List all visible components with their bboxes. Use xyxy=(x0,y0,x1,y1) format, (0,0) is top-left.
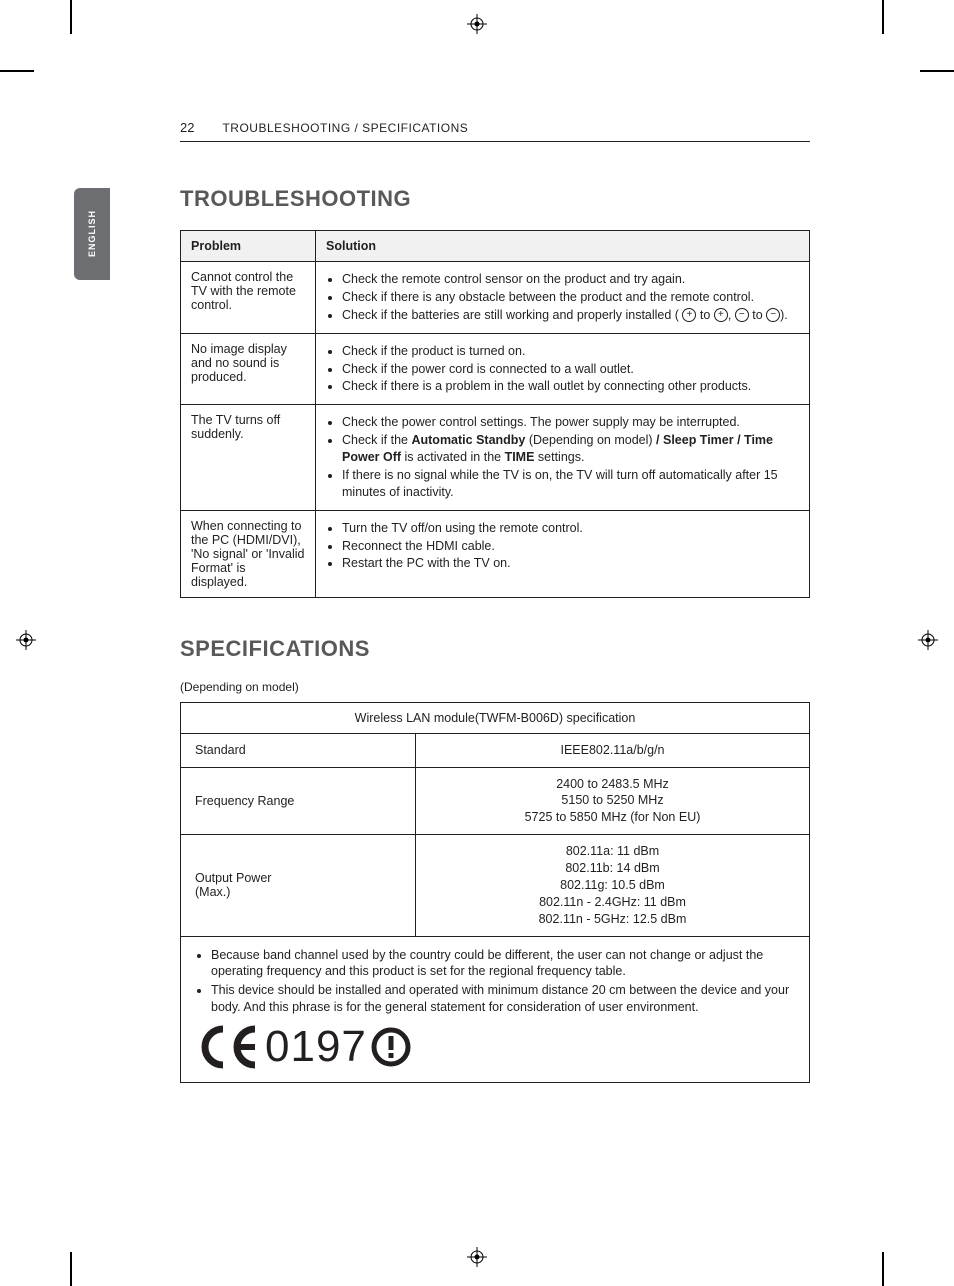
problem-cell: No image display and no sound is produce… xyxy=(181,333,316,405)
solution-item: Check if there is any obstacle between t… xyxy=(342,289,799,306)
table-header-problem: Problem xyxy=(181,231,316,262)
spec-notes: Because band channel used by the country… xyxy=(180,937,810,1084)
spec-note-item: This device should be installed and oper… xyxy=(211,982,795,1016)
solution-item: If there is no signal while the TV is on… xyxy=(342,467,799,501)
solution-item: Turn the TV off/on using the remote cont… xyxy=(342,520,799,537)
problem-cell: When connecting to the PC (HDMI/DVI), 'N… xyxy=(181,510,316,597)
minus-icon: − xyxy=(766,308,780,322)
spec-value: 802.11a: 11 dBm802.11b: 14 dBm802.11g: 1… xyxy=(416,835,810,936)
solution-cell: Check the remote control sensor on the p… xyxy=(316,262,810,334)
page-number: 22 xyxy=(180,120,194,135)
solution-item: Check the power control settings. The po… xyxy=(342,414,799,431)
table-header-solution: Solution xyxy=(316,231,810,262)
solution-item: Check if the batteries are still working… xyxy=(342,307,799,324)
ce-mark-icon xyxy=(195,1025,261,1069)
table-row: Cannot control the TV with the remote co… xyxy=(181,262,810,334)
plus-icon: + xyxy=(714,308,728,322)
spec-table-title: Wireless LAN module(TWFM-B006D) specific… xyxy=(181,702,810,733)
troubleshooting-heading: TROUBLESHOOTING xyxy=(180,186,810,212)
cropmark xyxy=(0,70,34,72)
table-row: The TV turns off suddenly. Check the pow… xyxy=(181,405,810,510)
registration-mark-icon xyxy=(918,630,938,655)
solution-cell: Check if the product is turned on. Check… xyxy=(316,333,810,405)
spec-subnote: (Depending on model) xyxy=(180,680,810,694)
ce-number: 0197 xyxy=(265,1022,367,1072)
minus-icon: − xyxy=(735,308,749,322)
cropmark xyxy=(70,1252,72,1286)
specifications-heading: SPECIFICATIONS xyxy=(180,636,810,662)
registration-mark-icon xyxy=(467,14,487,39)
troubleshooting-table: Problem Solution Cannot control the TV w… xyxy=(180,230,810,598)
page-content: 22 TROUBLESHOOTING / SPECIFICATIONS TROU… xyxy=(180,120,810,1083)
cropmark xyxy=(882,0,884,34)
running-head: 22 TROUBLESHOOTING / SPECIFICATIONS xyxy=(180,120,810,142)
plus-icon: + xyxy=(682,308,696,322)
registration-mark-icon xyxy=(16,630,36,655)
table-row: No image display and no sound is produce… xyxy=(181,333,810,405)
registration-mark-icon xyxy=(467,1247,487,1272)
solution-item: Check if the Automatic Standby (Dependin… xyxy=(342,432,799,466)
spec-note-item: Because band channel used by the country… xyxy=(211,947,795,981)
ce-marking: 0197 xyxy=(195,1022,795,1072)
alert-circle-icon xyxy=(371,1027,411,1067)
spec-label: Frequency Range xyxy=(181,767,416,835)
problem-cell: Cannot control the TV with the remote co… xyxy=(181,262,316,334)
solution-item: Check the remote control sensor on the p… xyxy=(342,271,799,288)
spec-value: IEEE802.11a/b/g/n xyxy=(416,733,810,767)
spec-label: Output Power(Max.) xyxy=(181,835,416,936)
language-tab: ENGLISH xyxy=(74,188,110,280)
solution-cell: Turn the TV off/on using the remote cont… xyxy=(316,510,810,597)
running-title: TROUBLESHOOTING / SPECIFICATIONS xyxy=(222,121,468,135)
language-tab-label: ENGLISH xyxy=(87,210,97,257)
spec-label: Standard xyxy=(181,733,416,767)
solution-item: Restart the PC with the TV on. xyxy=(342,555,799,572)
solution-item: Check if there is a problem in the wall … xyxy=(342,378,799,395)
cropmark xyxy=(70,0,72,34)
spec-table: Wireless LAN module(TWFM-B006D) specific… xyxy=(180,702,810,937)
solution-item: Check if the power cord is connected to … xyxy=(342,361,799,378)
cropmark xyxy=(920,70,954,72)
problem-cell: The TV turns off suddenly. xyxy=(181,405,316,510)
solution-item: Reconnect the HDMI cable. xyxy=(342,538,799,555)
specifications-block: SPECIFICATIONS (Depending on model) Wire… xyxy=(180,636,810,1083)
table-row: When connecting to the PC (HDMI/DVI), 'N… xyxy=(181,510,810,597)
cropmark xyxy=(882,1252,884,1286)
spec-value: 2400 to 2483.5 MHz5150 to 5250 MHz5725 t… xyxy=(416,767,810,835)
solution-cell: Check the power control settings. The po… xyxy=(316,405,810,510)
solution-item: Check if the product is turned on. xyxy=(342,343,799,360)
